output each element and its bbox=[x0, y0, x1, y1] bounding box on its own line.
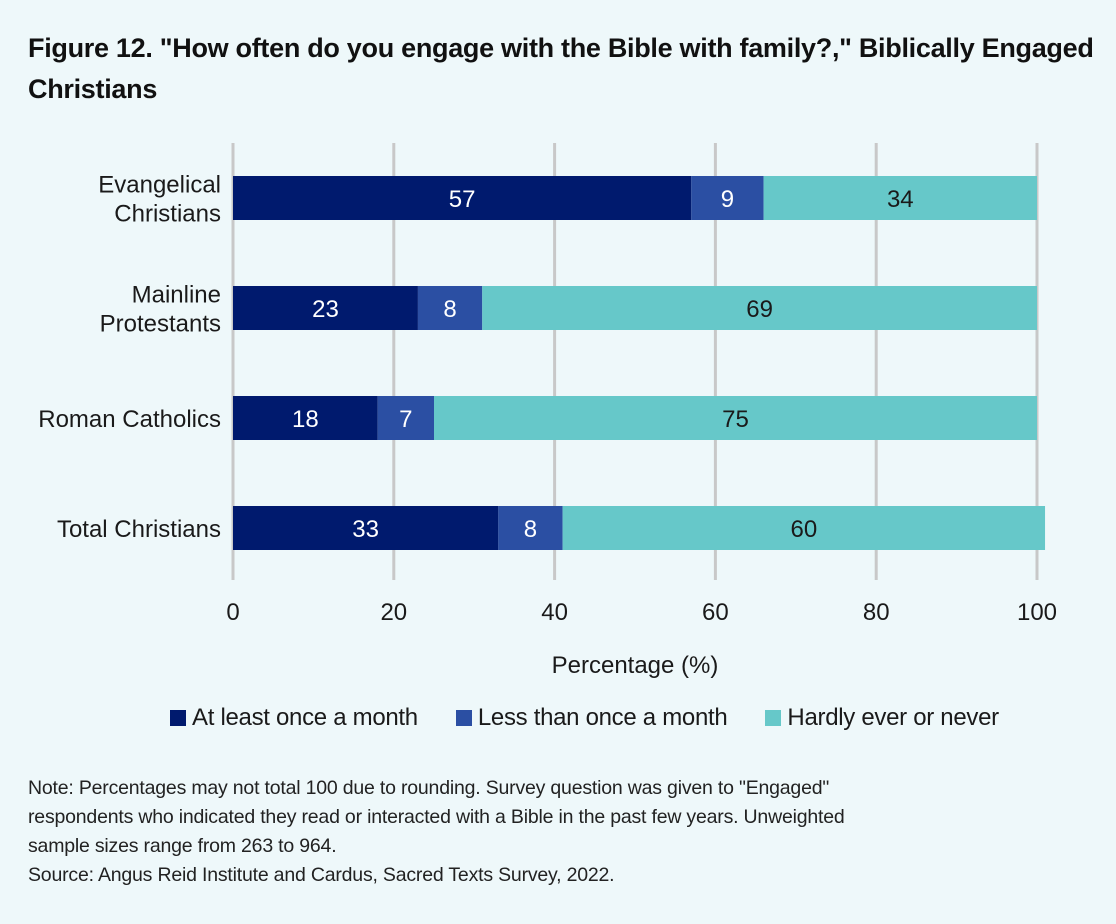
data-label: 8 bbox=[443, 296, 456, 323]
legend-item-hardly-ever-or-never: Hardly ever or never bbox=[765, 704, 999, 732]
note-line: sample sizes range from 263 to 964. bbox=[28, 835, 337, 857]
legend-label: Hardly ever or never bbox=[787, 704, 999, 731]
x-tick-label: 100 bbox=[1017, 599, 1057, 626]
chart-title: Figure 12. "How often do you engage with… bbox=[28, 33, 1094, 104]
source-line: Source: Angus Reid Institute and Cardus,… bbox=[28, 864, 615, 886]
legend-swatch bbox=[455, 710, 472, 726]
legend-item-less-than-once-a-month: Less than once a month bbox=[455, 704, 728, 732]
data-label: 34 bbox=[887, 186, 914, 213]
bar-segment bbox=[763, 176, 1037, 220]
category-label: Evangelical bbox=[98, 172, 221, 199]
bar-segment bbox=[498, 506, 563, 550]
bar-segment bbox=[482, 286, 1037, 330]
x-axis-title: Percentage (%) bbox=[552, 652, 719, 679]
bar-segment bbox=[434, 396, 1037, 440]
data-label: 69 bbox=[746, 296, 773, 323]
notes: Note: Percentages may not total 100 due … bbox=[28, 774, 1088, 890]
x-tick-label: 20 bbox=[380, 599, 407, 626]
data-label: 18 bbox=[292, 406, 319, 433]
x-tick-label: 0 bbox=[226, 599, 239, 626]
legend-item-at-least-once-a-month: At least once a month bbox=[170, 704, 418, 732]
data-label: 33 bbox=[352, 516, 379, 543]
bar-segment bbox=[562, 506, 1046, 550]
data-label: 60 bbox=[790, 516, 817, 543]
data-label: 23 bbox=[312, 296, 339, 323]
note-line: respondents who indicated they read or i… bbox=[28, 806, 845, 828]
bar-segment bbox=[233, 176, 692, 220]
category-label: Total Christians bbox=[57, 516, 221, 543]
bar-segment bbox=[377, 396, 434, 440]
x-tick-label: 40 bbox=[541, 599, 568, 626]
data-label: 57 bbox=[449, 186, 476, 213]
data-label: 75 bbox=[722, 406, 749, 433]
legend-swatch bbox=[765, 710, 782, 726]
data-label: 7 bbox=[399, 406, 412, 433]
bar-segment bbox=[417, 286, 483, 330]
data-label: 9 bbox=[721, 186, 734, 213]
legend-label: At least once a month bbox=[192, 704, 418, 731]
category-label: Protestants bbox=[100, 311, 221, 338]
x-tick-label: 80 bbox=[863, 599, 890, 626]
bar-segment bbox=[233, 506, 499, 550]
category-label: Roman Catholics bbox=[38, 406, 221, 433]
legend: At least once a month Less than once a m… bbox=[170, 704, 999, 732]
legend-swatch bbox=[170, 710, 186, 726]
x-tick-label: 60 bbox=[702, 599, 729, 626]
bar-segment bbox=[691, 176, 764, 220]
bar-segment bbox=[233, 396, 378, 440]
bar-segment bbox=[233, 286, 418, 330]
category-label: Christians bbox=[114, 201, 221, 228]
data-label: 8 bbox=[524, 516, 537, 543]
note-line: Note: Percentages may not total 100 due … bbox=[28, 777, 830, 799]
category-label: Mainline bbox=[132, 282, 221, 309]
legend-label: Less than once a month bbox=[477, 704, 728, 731]
